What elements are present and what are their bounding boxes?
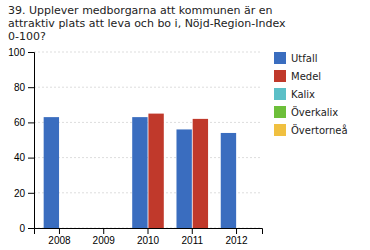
y-tick: 40 — [14, 152, 34, 163]
y-tick-mark — [28, 52, 34, 53]
x-tick-mark — [236, 228, 237, 234]
legend-label: Utfall — [291, 53, 317, 64]
legend-item: Utfall — [274, 52, 317, 64]
legend-item: Kalix — [274, 88, 315, 100]
x-tick-label: 2008 — [48, 235, 71, 246]
y-tick-label: 0 — [19, 223, 25, 234]
x-tick: 2011 — [182, 228, 204, 246]
x-tick-label: 2012 — [225, 235, 248, 246]
title-line: 39. Upplever medborgarna att kommunen är… — [8, 4, 273, 17]
grid-line — [34, 122, 262, 123]
y-tick-label: 40 — [14, 152, 26, 163]
x-axis: 2008 2009 2010 2011 2012 — [35, 228, 263, 246]
bar — [176, 129, 191, 228]
legend-label: Överkalix — [291, 106, 338, 118]
x-axis-line — [35, 229, 263, 235]
y-tick: 60 — [14, 117, 34, 128]
y-tick: 80 — [14, 82, 34, 93]
y-tick-label: 20 — [14, 188, 26, 199]
legend-swatch — [274, 70, 286, 82]
y-axis: 0 20 40 60 80 100 — [8, 47, 34, 234]
legend-item: Medel — [274, 70, 321, 82]
bar — [193, 119, 208, 228]
title-line: attraktiv plats att leva och bo i, Nöjd-… — [8, 17, 286, 30]
y-tick-label: 100 — [8, 47, 25, 58]
y-tick-mark — [28, 87, 34, 88]
x-tick-mark — [148, 228, 149, 234]
grid — [34, 52, 262, 228]
x-tick: 2010 — [137, 228, 160, 246]
y-tick-mark — [28, 122, 34, 123]
bar — [104, 228, 119, 229]
grid-line — [34, 87, 262, 88]
y-tick-mark — [28, 193, 34, 194]
legend-label: Kalix — [291, 89, 315, 100]
legend-swatch — [274, 52, 286, 64]
legend-item: Övertorneå — [274, 124, 348, 136]
title-line: 0-100? — [8, 30, 46, 43]
y-tick: 100 — [8, 47, 34, 58]
bars — [44, 114, 236, 228]
x-tick: 2012 — [225, 228, 248, 246]
x-tick-label: 2011 — [182, 235, 204, 246]
legend-swatch — [274, 88, 286, 100]
chart: 39. Upplever medborgarna att kommunen är… — [0, 0, 370, 250]
bar — [221, 133, 236, 228]
bar — [60, 228, 75, 229]
y-tick-mark — [28, 158, 34, 159]
legend: Utfall Medel Kalix Överkalix Övertorneå — [274, 52, 348, 136]
x-tick-label: 2009 — [93, 235, 116, 246]
bar — [44, 117, 59, 228]
y-tick-mark — [28, 228, 34, 229]
legend-item: Överkalix — [274, 106, 338, 118]
x-tick-mark — [192, 228, 193, 234]
plot: 2008 2009 2010 2011 2012 0 20 40 60 80 100 — [8, 47, 262, 246]
x-tick-label: 2010 — [137, 235, 160, 246]
bar — [88, 228, 103, 229]
y-tick-label: 80 — [14, 82, 26, 93]
title: 39. Upplever medborgarna att kommunen är… — [8, 4, 286, 43]
bar — [148, 114, 163, 228]
x-tick-mark — [103, 228, 104, 234]
legend-swatch — [274, 124, 286, 136]
bar — [132, 117, 147, 228]
grid-line — [34, 52, 262, 53]
y-axis-line — [28, 53, 35, 229]
y-tick: 0 — [19, 223, 34, 234]
legend-label: Övertorneå — [291, 124, 348, 136]
x-tick: 2008 — [48, 228, 71, 246]
legend-label: Medel — [291, 71, 321, 82]
x-tick: 2009 — [93, 228, 116, 246]
y-tick-label: 60 — [14, 117, 26, 128]
y-tick: 20 — [14, 188, 34, 199]
legend-swatch — [274, 106, 286, 118]
bar — [237, 228, 252, 229]
x-tick-mark — [59, 228, 60, 234]
